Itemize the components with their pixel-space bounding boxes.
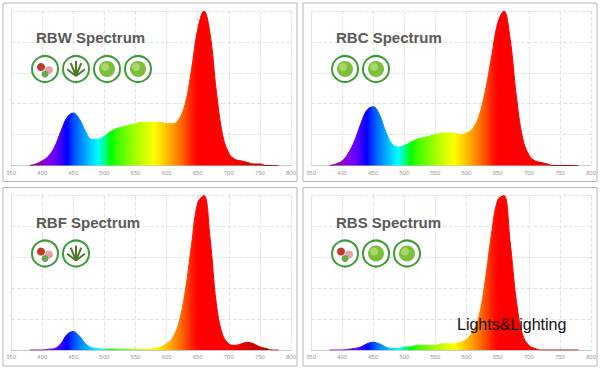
svg-text:450: 450	[68, 170, 79, 176]
svg-text:400: 400	[37, 354, 48, 360]
svg-text:750: 750	[555, 354, 566, 360]
svg-text:350: 350	[306, 170, 317, 176]
svg-text:350: 350	[306, 354, 317, 360]
svg-text:400: 400	[337, 170, 348, 176]
svg-text:700: 700	[524, 170, 535, 176]
svg-text:550: 550	[130, 354, 141, 360]
svg-text:650: 650	[193, 354, 204, 360]
svg-text:800: 800	[586, 354, 597, 360]
svg-text:650: 650	[193, 170, 204, 176]
svg-text:400: 400	[37, 170, 48, 176]
svg-text:600: 600	[462, 170, 473, 176]
svg-text:400: 400	[337, 354, 348, 360]
svg-text:600: 600	[162, 170, 173, 176]
svg-text:500: 500	[399, 170, 410, 176]
svg-text:450: 450	[368, 354, 379, 360]
svg-text:600: 600	[462, 354, 473, 360]
svg-text:350: 350	[6, 170, 17, 176]
svg-text:RBS Spectrum: RBS Spectrum	[336, 214, 441, 231]
svg-text:500: 500	[99, 354, 110, 360]
svg-text:650: 650	[493, 354, 504, 360]
svg-text:RBF Spectrum: RBF Spectrum	[36, 214, 140, 231]
svg-text:600: 600	[162, 354, 173, 360]
svg-text:800: 800	[286, 354, 297, 360]
svg-text:500: 500	[399, 354, 410, 360]
svg-text:550: 550	[130, 170, 141, 176]
svg-text:500: 500	[99, 170, 110, 176]
svg-text:350: 350	[6, 354, 17, 360]
svg-text:RBC Spectrum: RBC Spectrum	[336, 29, 442, 46]
svg-text:450: 450	[368, 170, 379, 176]
svg-text:700: 700	[224, 170, 235, 176]
svg-text:750: 750	[555, 170, 566, 176]
svg-text:Lights&Lighting: Lights&Lighting	[457, 316, 566, 333]
svg-text:800: 800	[586, 170, 597, 176]
svg-text:750: 750	[255, 170, 266, 176]
svg-text:550: 550	[430, 354, 441, 360]
svg-text:450: 450	[68, 354, 79, 360]
svg-text:700: 700	[224, 354, 235, 360]
svg-text:800: 800	[286, 170, 297, 176]
svg-text:550: 550	[430, 170, 441, 176]
svg-text:750: 750	[255, 354, 266, 360]
svg-text:650: 650	[493, 170, 504, 176]
svg-text:700: 700	[524, 354, 535, 360]
svg-text:RBW Spectrum: RBW Spectrum	[36, 29, 145, 46]
